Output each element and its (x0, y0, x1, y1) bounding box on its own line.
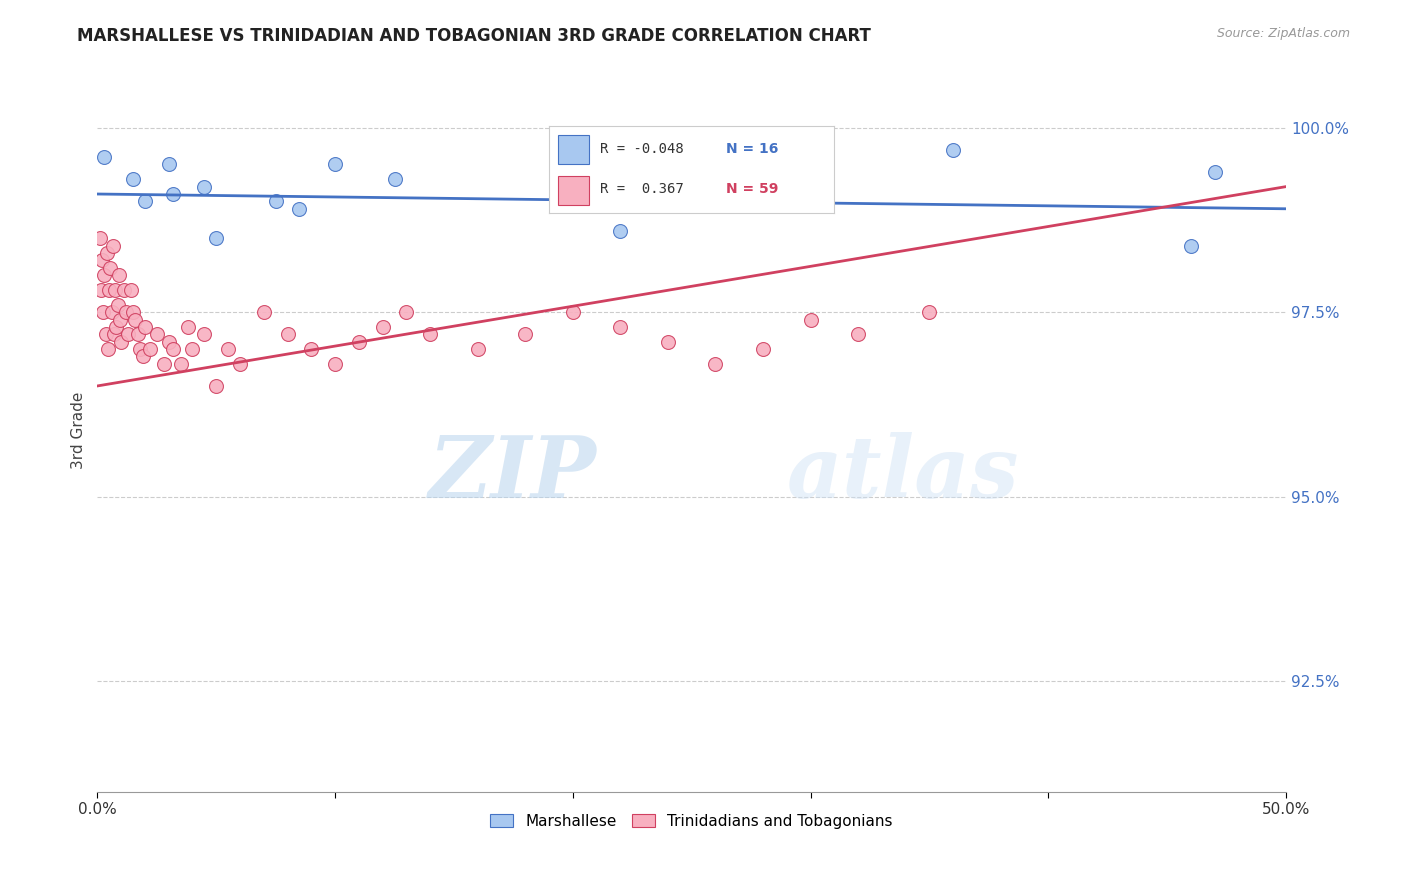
Point (467, 342, 489, 356)
Point (288, 202, 311, 216)
Point (205, 231, 228, 245)
Point (122, 172, 145, 186)
Point (162, 342, 184, 356)
Point (229, 357, 252, 371)
Point (122, 305, 145, 319)
Point (108, 312, 131, 326)
Point (162, 187, 184, 202)
Point (94, 327, 117, 342)
Point (97, 342, 120, 356)
Point (253, 305, 276, 319)
Point (299, 342, 322, 356)
Point (942, 143, 965, 157)
Point (277, 327, 299, 342)
Point (561, 179, 583, 194)
Point (117, 327, 139, 342)
Point (169, 357, 191, 371)
Point (107, 268, 129, 283)
Point (752, 342, 775, 356)
Point (134, 319, 156, 334)
Point (115, 305, 138, 319)
Point (91, 305, 114, 319)
Point (105, 319, 128, 334)
Point (799, 312, 821, 326)
Point (153, 357, 176, 371)
Point (1204, 165, 1226, 179)
Point (323, 357, 346, 371)
Point (157, 157, 180, 171)
Point (347, 334, 370, 349)
Point (157, 334, 180, 349)
Point (89, 231, 111, 245)
Point (176, 319, 198, 334)
Point (100, 305, 122, 319)
Point (131, 350, 153, 364)
Point (609, 224, 631, 238)
Text: MARSHALLESE VS TRINIDADIAN AND TOBAGONIAN 3RD GRADE CORRELATION CHART: MARSHALLESE VS TRINIDADIAN AND TOBAGONIA… (77, 27, 872, 45)
Text: ZIP: ZIP (429, 432, 596, 516)
Legend: Marshallese, Trinidadians and Tobagonians: Marshallese, Trinidadians and Tobagonian… (484, 808, 898, 835)
Point (217, 342, 239, 356)
Point (205, 379, 228, 393)
Point (193, 327, 215, 342)
Point (657, 334, 679, 349)
Text: Source: ZipAtlas.com: Source: ZipAtlas.com (1216, 27, 1350, 40)
Point (193, 179, 215, 194)
Point (371, 319, 394, 334)
Point (91, 253, 114, 268)
Point (146, 327, 169, 342)
Point (98, 283, 121, 297)
Point (104, 283, 127, 297)
Point (107, 298, 129, 312)
Point (323, 157, 346, 171)
Point (90, 283, 112, 297)
Point (609, 319, 631, 334)
Point (918, 305, 941, 319)
Point (101, 238, 124, 252)
Point (138, 342, 160, 356)
Point (1180, 238, 1202, 252)
Point (264, 194, 287, 209)
Point (384, 172, 406, 186)
Point (100, 260, 122, 275)
Point (124, 312, 146, 326)
Text: atlas: atlas (787, 432, 1019, 516)
Point (515, 327, 537, 342)
Point (96, 246, 118, 260)
Point (93, 150, 115, 164)
Point (704, 357, 727, 371)
Point (93, 268, 115, 283)
Point (129, 342, 152, 356)
Point (120, 283, 142, 297)
Y-axis label: 3rd Grade: 3rd Grade (72, 392, 86, 469)
Point (127, 327, 149, 342)
Point (112, 283, 135, 297)
Point (419, 327, 441, 342)
Point (181, 342, 204, 356)
Point (103, 327, 125, 342)
Point (395, 305, 418, 319)
Point (110, 334, 132, 349)
Point (134, 194, 156, 209)
Point (561, 305, 583, 319)
Point (846, 327, 869, 342)
